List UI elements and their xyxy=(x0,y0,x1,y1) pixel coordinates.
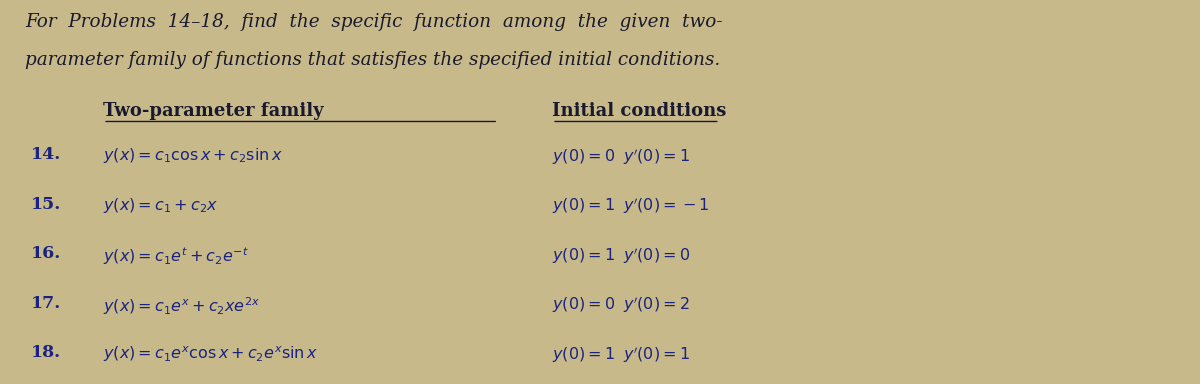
Text: $y(x) = c_1 e^{x} \cos x + c_2 e^{x} \sin x$: $y(x) = c_1 e^{x} \cos x + c_2 e^{x} \si… xyxy=(103,344,318,364)
Text: 14.: 14. xyxy=(31,146,61,163)
Text: 16.: 16. xyxy=(31,245,61,262)
Text: $y(x) = c_1 e^{t} + c_2 e^{-t}$: $y(x) = c_1 e^{t} + c_2 e^{-t}$ xyxy=(103,245,250,267)
Text: $y(0) = 1 \;\; y'(0) = 1$: $y(0) = 1 \;\; y'(0) = 1$ xyxy=(552,344,690,365)
Text: $y(0) = 0 \;\; y'(0) = 2$: $y(0) = 0 \;\; y'(0) = 2$ xyxy=(552,295,690,315)
Text: $y(0) = 1 \;\; y'(0) = -1$: $y(0) = 1 \;\; y'(0) = -1$ xyxy=(552,196,709,216)
Text: 17.: 17. xyxy=(31,295,61,312)
Text: 18.: 18. xyxy=(31,344,61,361)
Text: Initial conditions: Initial conditions xyxy=(552,103,726,121)
Text: $y(0) = 0 \;\; y'(0) = 1$: $y(0) = 0 \;\; y'(0) = 1$ xyxy=(552,146,690,167)
Text: $y(x) = c_1 \cos x + c_2 \sin x$: $y(x) = c_1 \cos x + c_2 \sin x$ xyxy=(103,146,283,165)
Text: For  Problems  14–18,  find  the  specific  function  among  the  given  two-: For Problems 14–18, find the specific fu… xyxy=(25,13,722,31)
Text: Two-parameter family: Two-parameter family xyxy=(103,103,324,121)
Text: $y(x) = c_1 + c_2 x$: $y(x) = c_1 + c_2 x$ xyxy=(103,196,218,215)
Text: parameter family of functions that satisfies the specified initial conditions.: parameter family of functions that satis… xyxy=(25,51,720,69)
Text: 15.: 15. xyxy=(31,196,61,213)
Text: $y(0) = 1 \;\; y'(0) = 0$: $y(0) = 1 \;\; y'(0) = 0$ xyxy=(552,245,690,266)
Text: $y(x) = c_1 e^{x} + c_2 x e^{2x}$: $y(x) = c_1 e^{x} + c_2 x e^{2x}$ xyxy=(103,295,260,317)
